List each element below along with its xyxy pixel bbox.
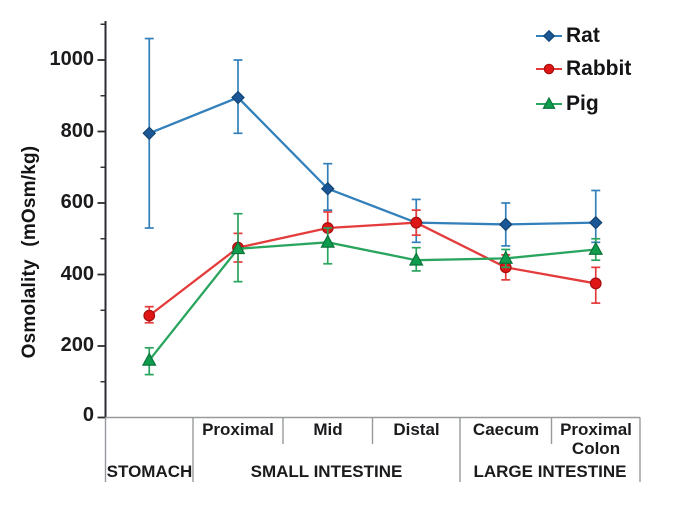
rat-point-caecum bbox=[498, 217, 513, 232]
y-tick-label: 0 bbox=[82, 404, 94, 426]
rat-point-stomach bbox=[142, 126, 157, 141]
rat-line bbox=[148, 96, 596, 226]
pig-point-stomach bbox=[141, 352, 157, 366]
x-region-label-mid: Mid bbox=[313, 420, 343, 439]
rat-legend-glyph bbox=[542, 29, 556, 43]
y-tick-label: 1000 bbox=[49, 48, 95, 70]
rabbit-point-proximal-colon bbox=[589, 277, 602, 290]
rat-point-proximal-colon bbox=[588, 215, 603, 230]
rabbit-series-icon bbox=[536, 63, 562, 75]
pig-point-caecum bbox=[498, 250, 514, 264]
y-tick-label: 200 bbox=[60, 334, 94, 356]
legend-item-pig: Pig bbox=[534, 92, 599, 116]
x-group-label-large-intestine: LARGE INTESTINE bbox=[473, 462, 627, 481]
pig-legend-glyph bbox=[542, 96, 556, 109]
y-tick-label: 800 bbox=[60, 120, 94, 142]
legend-label-rat: Rat bbox=[566, 24, 600, 47]
rabbit-point-distal bbox=[410, 216, 423, 229]
legend-item-rabbit: Rabbit bbox=[534, 57, 631, 81]
pig-line bbox=[148, 241, 596, 362]
series-rabbit bbox=[143, 209, 602, 324]
pig-point-proximal bbox=[230, 240, 246, 255]
y-axis-title: Osmolality (mOsm/kg) bbox=[19, 145, 40, 359]
rat-legend-marker-icon bbox=[542, 29, 556, 43]
y-tick-label: 600 bbox=[60, 191, 94, 213]
x-region-label-proximal: Proximal bbox=[202, 420, 274, 439]
rabbit-line bbox=[148, 221, 596, 317]
y-tick-label: 400 bbox=[60, 263, 94, 285]
x-group-label-small-intestine: SMALL INTESTINE bbox=[250, 462, 403, 481]
rat-point-mid bbox=[320, 181, 335, 196]
legend-label-rabbit: Rabbit bbox=[566, 57, 632, 80]
x-region-label-caecum: Caecum bbox=[472, 420, 540, 439]
rabbit-legend-marker-icon bbox=[543, 63, 555, 75]
pig-series-icon bbox=[536, 96, 562, 109]
pig-point-proximal-colon bbox=[588, 241, 604, 255]
legend-label-pig: Pig bbox=[566, 92, 599, 115]
x-group-label-stomach: STOMACH bbox=[106, 462, 193, 481]
rabbit-point-stomach bbox=[143, 309, 156, 322]
rat-series-icon bbox=[536, 29, 562, 43]
x-region-label-distal: Distal bbox=[393, 420, 440, 439]
series-rat bbox=[142, 37, 603, 247]
pig-legend-marker-icon bbox=[542, 96, 556, 109]
rabbit-legend-glyph bbox=[543, 63, 555, 75]
legend-item-rat: Rat bbox=[534, 24, 600, 48]
rat-point-proximal bbox=[231, 90, 245, 105]
pig-point-distal bbox=[408, 252, 424, 266]
x-region-label-proximal-colon: Proximal Colon bbox=[560, 420, 632, 458]
pig-point-mid bbox=[320, 234, 336, 248]
series-pig bbox=[141, 212, 604, 376]
